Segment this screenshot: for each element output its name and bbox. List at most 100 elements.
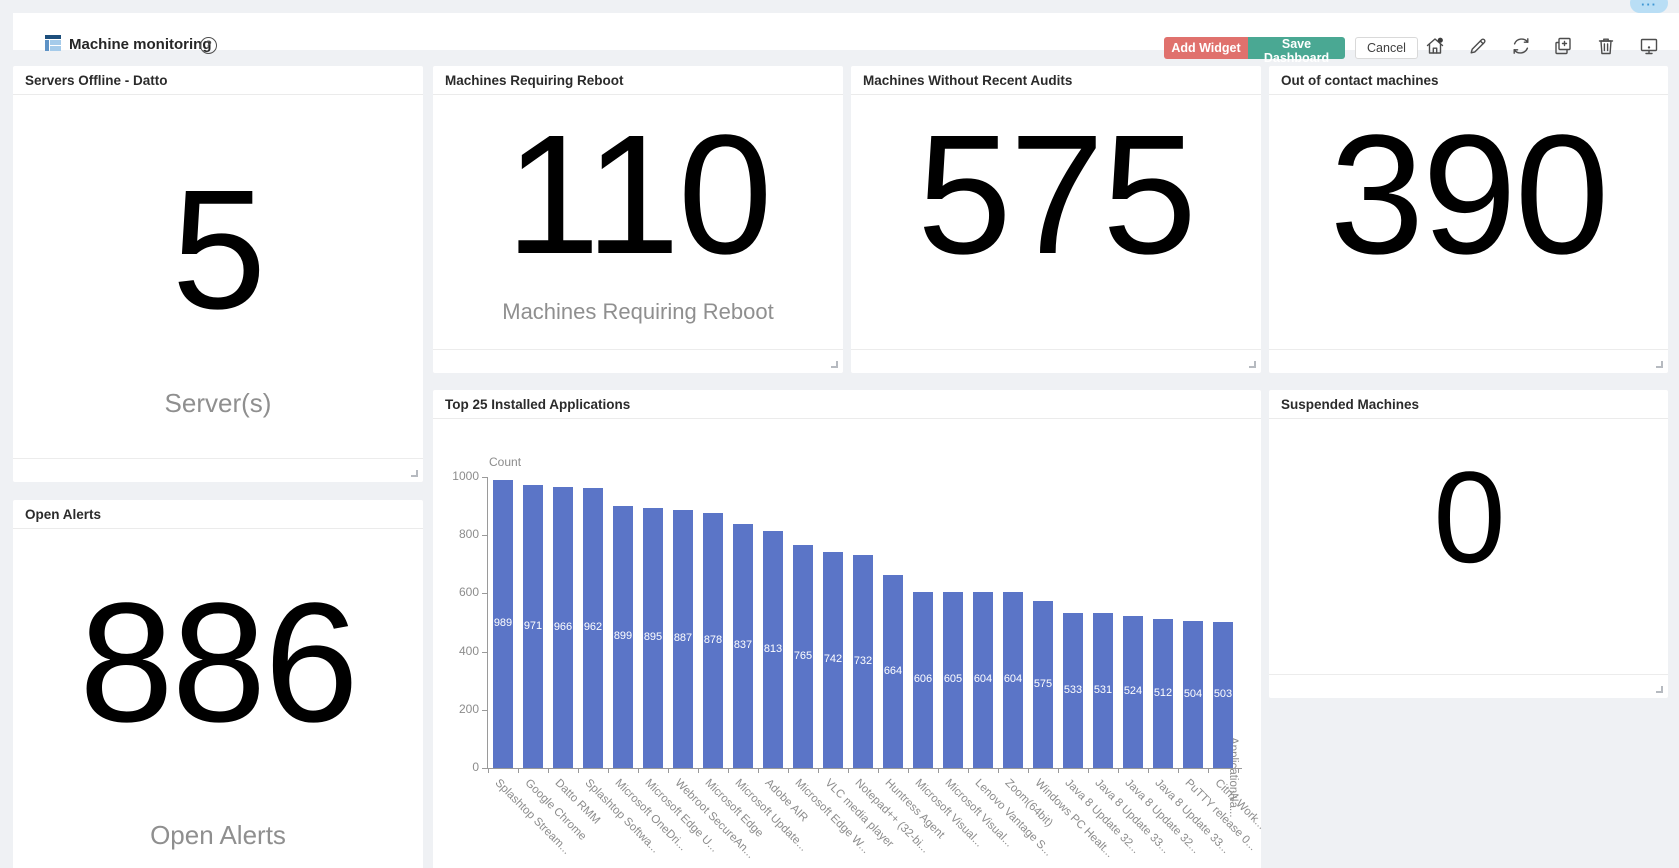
bar-value-label: 765 — [793, 649, 813, 662]
x-tick-mark — [578, 768, 579, 773]
refresh-icon[interactable] — [1509, 34, 1533, 58]
bar-value-label: 604 — [1003, 673, 1023, 685]
edit-pencil-icon[interactable] — [1466, 34, 1490, 58]
y-tick-label: 0 — [472, 760, 479, 774]
bar — [703, 513, 723, 768]
cancel-button[interactable]: Cancel — [1355, 37, 1418, 59]
duplicate-widget-icon[interactable] — [1551, 34, 1575, 58]
x-tick-mark — [1058, 768, 1059, 773]
bar — [733, 524, 753, 768]
bar-value-label: 503 — [1213, 688, 1233, 700]
bar — [883, 575, 903, 768]
resize-handle[interactable] — [1656, 686, 1663, 693]
y-tick-mark — [482, 535, 487, 537]
bar-value-label: 524 — [1123, 685, 1143, 697]
chart-x-axis-line — [487, 768, 1242, 769]
bar — [1123, 616, 1143, 768]
x-tick-mark — [1148, 768, 1149, 773]
y-tick-mark — [482, 768, 487, 769]
home-notification-icon[interactable] — [1423, 34, 1447, 58]
suspended-machines-value: 0 — [1433, 444, 1505, 590]
save-dashboard-button[interactable]: Save Dashboard — [1248, 37, 1345, 65]
bar-value-label: 606 — [913, 673, 933, 685]
bar-value-label: 605 — [943, 673, 963, 685]
x-tick-mark — [848, 768, 849, 773]
x-tick-mark — [1088, 768, 1089, 773]
y-tick-label: 1000 — [452, 469, 479, 483]
bar — [493, 480, 513, 768]
bar-value-label: 533 — [1063, 683, 1083, 696]
bar — [553, 487, 573, 768]
present-monitor-icon[interactable] — [1637, 34, 1661, 58]
bar-value-label: 878 — [703, 633, 723, 646]
bar — [1213, 622, 1233, 768]
chart-y-axis-line — [487, 477, 488, 768]
widget-title: Open Alerts — [13, 500, 423, 529]
bar-value-label: 732 — [853, 654, 873, 667]
x-tick-mark — [1208, 768, 1209, 773]
bar — [823, 552, 843, 768]
x-tick-mark — [608, 768, 609, 773]
servers-offline-value: 5 — [171, 155, 267, 345]
add-widget-button[interactable]: Add Widget — [1164, 37, 1248, 59]
bar-value-label: 512 — [1153, 686, 1173, 699]
y-tick-label: 200 — [458, 701, 479, 716]
bar — [853, 555, 873, 768]
bar — [973, 592, 993, 768]
y-tick-label: 800 — [458, 527, 479, 542]
bar-value-label: 813 — [763, 642, 783, 655]
x-tick-mark — [758, 768, 759, 773]
widget-suspended-machines: Suspended Machines 0 — [1269, 390, 1668, 698]
help-icon[interactable]: ? — [200, 37, 217, 54]
x-tick-mark — [968, 768, 969, 773]
widget-machines-without-recent-audits: Machines Without Recent Audits 575 — [851, 66, 1261, 373]
x-tick-mark — [1238, 768, 1239, 773]
bar-value-label: 664 — [883, 664, 903, 677]
bar-value-label: 899 — [613, 630, 633, 642]
x-tick-mark — [818, 768, 819, 773]
resize-handle[interactable] — [1249, 361, 1256, 368]
resize-handle[interactable] — [1656, 361, 1663, 368]
x-tick-mark — [668, 768, 669, 773]
bar — [1033, 601, 1053, 768]
bar — [583, 488, 603, 768]
header-bar: Machine monitoring ? Add Widget Save Das… — [13, 13, 1679, 65]
resize-handle[interactable] — [411, 470, 418, 477]
overflow-pill[interactable]: ··· — [1630, 0, 1668, 13]
bar — [673, 510, 693, 768]
widget-title: Machines Requiring Reboot — [433, 66, 843, 95]
x-tick-mark — [488, 768, 489, 773]
widget-title: Out of contact machines — [1269, 66, 1668, 95]
delete-trash-icon[interactable] — [1594, 34, 1618, 58]
bar-value-label: 989 — [493, 617, 513, 629]
x-tick-mark — [1028, 768, 1029, 773]
bar — [1153, 619, 1173, 768]
x-tick-mark — [938, 768, 939, 773]
x-tick-mark — [518, 768, 519, 773]
page-title: Machine monitoring — [69, 36, 212, 53]
bar — [1183, 621, 1203, 768]
bar-value-label: 531 — [1093, 683, 1113, 696]
x-tick-mark — [1118, 768, 1119, 773]
bar — [793, 545, 813, 768]
bar — [943, 592, 963, 768]
dashboard-logo-icon — [45, 35, 61, 51]
widget-title: Top 25 Installed Applications — [433, 390, 1261, 419]
resize-handle[interactable] — [831, 361, 838, 368]
x-tick-mark — [788, 768, 789, 773]
x-tick-mark — [908, 768, 909, 773]
bar-value-label: 604 — [973, 673, 993, 685]
bar-value-label: 742 — [823, 653, 843, 665]
widget-open-alerts: Open Alerts 886 Open Alerts — [13, 500, 423, 868]
machines-without-recent-audits-value: 575 — [917, 100, 1197, 290]
x-tick-mark — [998, 768, 999, 773]
x-tick-mark — [698, 768, 699, 773]
bar-value-label: 575 — [1033, 677, 1053, 690]
servers-offline-label: Server(s) — [164, 388, 272, 418]
overflow-dots-icon: ··· — [1641, 0, 1657, 12]
top25-chart: Count ApplicationNa... 0 200 400 600 800 1000… — [433, 419, 1267, 868]
bar — [1063, 613, 1083, 768]
bar — [1093, 613, 1113, 768]
x-tick-mark — [638, 768, 639, 773]
